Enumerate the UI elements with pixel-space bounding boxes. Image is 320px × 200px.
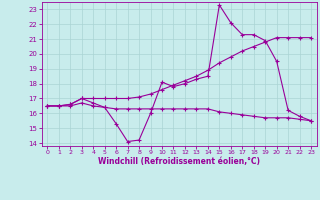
X-axis label: Windchill (Refroidissement éolien,°C): Windchill (Refroidissement éolien,°C) <box>98 157 260 166</box>
